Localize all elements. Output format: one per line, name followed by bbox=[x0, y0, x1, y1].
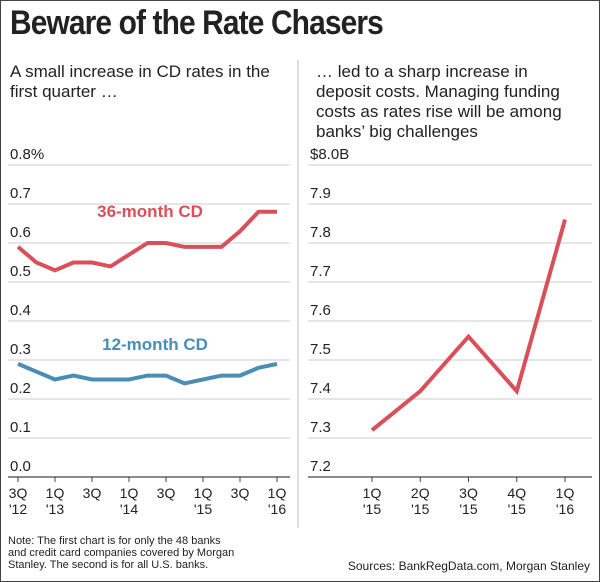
x-tick-label: 1Q '16 bbox=[267, 485, 287, 517]
y-tick-label: $8.0B bbox=[310, 146, 350, 163]
y-tick-label: 0.1 bbox=[10, 419, 31, 436]
y-tick-label: 0.0 bbox=[10, 458, 31, 475]
series-label: 36-month CD bbox=[97, 202, 203, 221]
source: Sources: BankRegData.com, Morgan Stanley bbox=[347, 559, 590, 573]
y-tick-label: 0.7 bbox=[10, 185, 31, 202]
x-tick-label: 3Q '15 bbox=[459, 485, 478, 517]
x-tick-label: 1Q '14 bbox=[119, 485, 139, 517]
x-tick-label: 1Q '15 bbox=[362, 485, 382, 517]
y-tick-label: 7.2 bbox=[310, 458, 331, 475]
x-tick-label: 1Q '15 bbox=[193, 485, 213, 517]
y-tick-label: 0.8% bbox=[10, 146, 45, 163]
subtitle: A small increase in CD rates in the firs… bbox=[10, 62, 270, 101]
x-tick-label: 4Q '15 bbox=[507, 485, 527, 517]
y-tick-label: 7.3 bbox=[310, 419, 331, 436]
y-tick-label: 0.3 bbox=[10, 341, 31, 358]
x-tick-label: 3Q bbox=[156, 485, 176, 501]
x-tick-label: 2Q '15 bbox=[410, 485, 430, 517]
series-line bbox=[370, 219, 567, 432]
y-tick-label: 0.5 bbox=[10, 263, 31, 280]
page-title: Beware of the Rate Chasers bbox=[10, 4, 384, 42]
y-tick-label: 7.7 bbox=[310, 263, 331, 280]
y-tick-label: 0.2 bbox=[10, 380, 31, 397]
subtitle: … led to a sharp increase in deposit cos… bbox=[316, 62, 562, 141]
y-tick-label: 0.4 bbox=[10, 302, 31, 319]
x-tick-label: 3Q '12 bbox=[8, 485, 28, 517]
series-line bbox=[16, 209, 277, 273]
x-tick-label: 1Q '13 bbox=[45, 485, 65, 517]
y-tick-label: 0.6 bbox=[10, 224, 31, 241]
note: Note: The first chart is for only the 48… bbox=[8, 535, 235, 571]
x-tick-label: 1Q '16 bbox=[555, 485, 575, 517]
y-tick-label: 7.8 bbox=[310, 224, 331, 241]
y-tick-label: 7.4 bbox=[310, 380, 331, 397]
y-tick-label: 7.9 bbox=[310, 185, 331, 202]
x-tick-label: 3Q bbox=[230, 485, 250, 501]
y-tick-label: 7.6 bbox=[310, 302, 331, 319]
y-tick-label: 7.5 bbox=[310, 341, 331, 358]
series-line bbox=[17, 361, 278, 386]
series-label: 12-month CD bbox=[102, 335, 208, 354]
x-tick-label: 3Q bbox=[82, 485, 102, 501]
